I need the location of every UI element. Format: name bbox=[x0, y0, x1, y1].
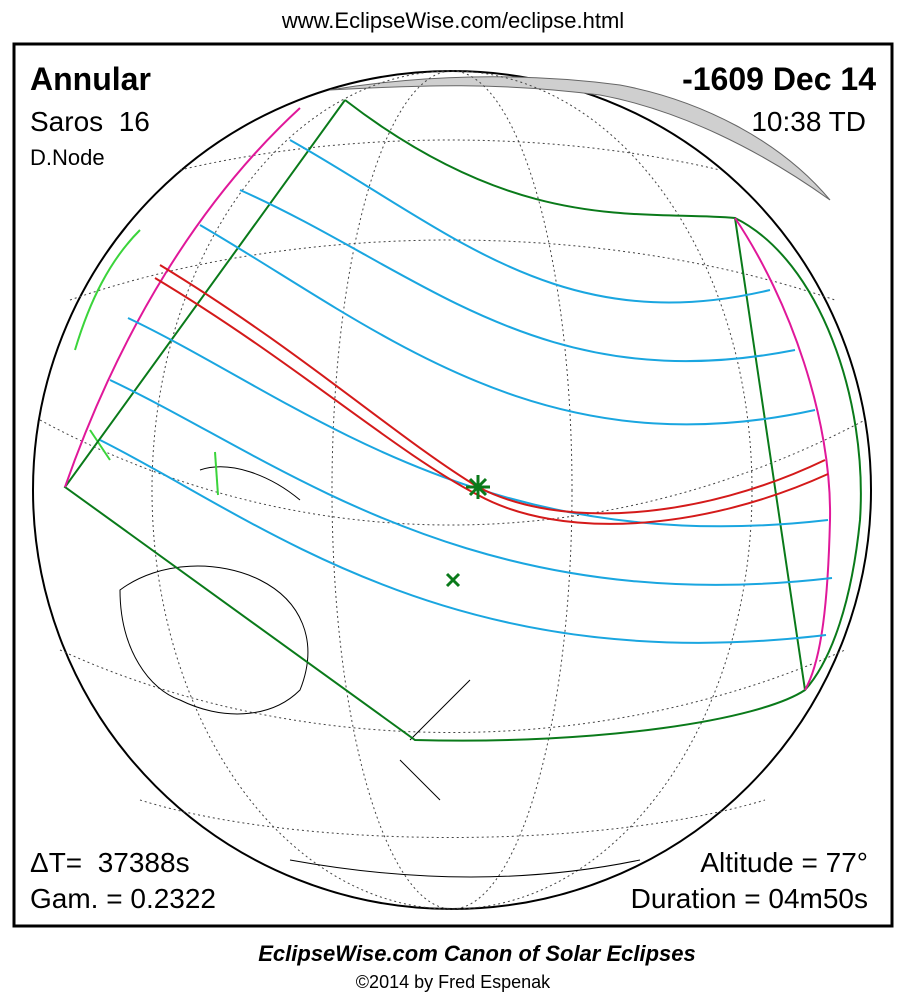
eclipse-path bbox=[63, 99, 862, 742]
gamma: Gam. = 0.2322 bbox=[30, 883, 216, 914]
altitude: Altitude = 77° bbox=[700, 847, 868, 878]
frame bbox=[12, 42, 894, 928]
delta-t: ΔT= 37388s bbox=[30, 847, 190, 878]
duration: Duration = 04m50s bbox=[631, 883, 868, 914]
node: D.Node bbox=[30, 145, 105, 170]
night-region bbox=[329, 76, 831, 201]
globe bbox=[32, 70, 872, 910]
header-url: www.EclipseWise.com/eclipse.html bbox=[281, 8, 624, 33]
date: -1609 Dec 14 bbox=[682, 61, 876, 97]
eclipse-type: Annular bbox=[30, 61, 151, 97]
time: 10:38 TD bbox=[751, 106, 866, 137]
footer-credit: ©2014 by Fred Espenak bbox=[356, 972, 551, 992]
footer-title: EclipseWise.com Canon of Solar Eclipses bbox=[258, 941, 696, 966]
saros: Saros 16 bbox=[30, 106, 150, 137]
coastlines bbox=[74, 229, 641, 878]
